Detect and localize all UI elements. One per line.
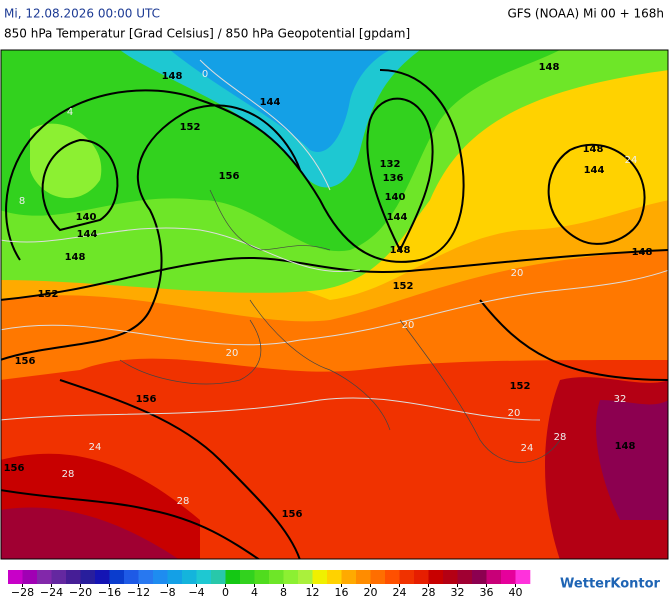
colorbar-swatch: [22, 570, 38, 584]
colorbar-label: 16: [335, 586, 349, 599]
temperature-label: 28: [177, 496, 190, 507]
contour-label: 144: [584, 165, 605, 176]
colorbar-swatch: [37, 570, 52, 584]
colorbar-label: −4: [188, 586, 204, 599]
contour-label: 136: [383, 173, 404, 184]
colorbar-swatch: [515, 570, 531, 584]
temperature-label: 4: [67, 107, 73, 118]
contour-label: 148: [539, 62, 560, 73]
colorbar-swatch: [269, 570, 284, 584]
contour-label: 148: [632, 247, 653, 258]
colorbar-swatch: [124, 570, 139, 584]
colorbar-label: 36: [480, 586, 494, 599]
contour-label: 156: [282, 509, 303, 520]
colorbar-swatch: [182, 570, 197, 584]
colorbar-swatch: [341, 570, 357, 584]
map: [0, 49, 669, 560]
colorbar-label: 8: [280, 586, 287, 599]
colorbar-label: 24: [393, 586, 407, 599]
colorbar-swatch: [501, 570, 516, 584]
contour-label: 144: [77, 229, 98, 240]
temperature-label: 24: [89, 442, 102, 453]
temperature-label: 20: [226, 348, 239, 359]
colorbar-swatch: [225, 570, 241, 584]
contour-label: 148: [583, 144, 604, 155]
contour-label: 140: [385, 192, 406, 203]
contour-label: 148: [390, 245, 411, 256]
colorbar-label: 20: [364, 586, 378, 599]
temperature-label: 20: [508, 408, 521, 419]
contour-label: 152: [38, 289, 59, 300]
colorbar-label: −16: [98, 586, 121, 599]
model-label: GFS (NOAA) Mi 00 + 168h: [507, 7, 664, 21]
colorbar-swatch: [370, 570, 386, 584]
contour-label: 148: [615, 441, 636, 452]
colorbar-swatch: [66, 570, 81, 584]
colorbar-swatch: [51, 570, 67, 584]
colorbar-swatch: [457, 570, 473, 584]
colorbar-swatch: [356, 570, 371, 584]
colorbar-swatch: [109, 570, 125, 584]
colorbar-label: −12: [127, 586, 150, 599]
colorbar-label: −24: [40, 586, 63, 599]
colorbar-swatch: [211, 570, 226, 584]
temperature-label: 20: [511, 268, 524, 279]
subtitle: 850 hPa Temperatur [Grad Celsius] / 850 …: [4, 27, 410, 41]
colorbar-swatch: [312, 570, 328, 584]
contour-label: 152: [180, 122, 201, 133]
contour-label: 140: [76, 212, 97, 223]
colorbar-swatch: [254, 570, 270, 584]
colorbar-label: 40: [509, 586, 523, 599]
colorbar-swatch: [428, 570, 444, 584]
colorbar-swatch: [153, 570, 168, 584]
colorbar-label: 32: [451, 586, 465, 599]
colorbar-swatch: [486, 570, 502, 584]
colorbar-label: 28: [422, 586, 436, 599]
colorbar: −28 −24 −20 −16 −12 −8 −4 0 4 8 12 16 20 24 28 32 36 40: [8, 570, 531, 599]
colorbar-swatch: [167, 570, 183, 584]
colorbar-swatch: [399, 570, 415, 584]
colorbar-label: 12: [306, 586, 320, 599]
temperature-label: 24: [521, 443, 534, 454]
colorbar-swatch: [443, 570, 458, 584]
logo: WetterKontor: [560, 577, 661, 592]
colorbar-swatch: [8, 570, 23, 584]
contour-label: 156: [4, 463, 25, 474]
colorbar-swatch: [385, 570, 400, 584]
colorbar-swatch: [298, 570, 313, 584]
contour-label: 156: [136, 394, 157, 405]
colorbar-swatch: [327, 570, 342, 584]
contour-label: 156: [219, 171, 240, 182]
contour-label: 152: [510, 381, 531, 392]
temperature-label: 8: [19, 196, 25, 207]
colorbar-label: −28: [11, 586, 34, 599]
temperature-label: 0: [202, 69, 208, 80]
contour-label: 148: [162, 71, 183, 82]
temperature-label: 28: [62, 469, 75, 480]
colorbar-label: 4: [251, 586, 258, 599]
colorbar-label: 0: [222, 586, 229, 599]
colorbar-swatch: [80, 570, 96, 584]
colorbar-swatch: [283, 570, 299, 584]
colorbar-swatch: [95, 570, 110, 584]
date-label: Mi, 12.08.2026 00:00 UTC: [4, 7, 160, 21]
colorbar-swatch: [138, 570, 154, 584]
colorbar-label: −8: [159, 586, 175, 599]
temperature-label: 24: [625, 155, 638, 166]
contour-label: 148: [65, 252, 86, 263]
colorbar-swatch: [240, 570, 255, 584]
contour-label: 132: [380, 159, 401, 170]
temperature-label: 32: [614, 394, 627, 405]
contour-label: 144: [260, 97, 281, 108]
temperature-label: 20: [402, 320, 415, 331]
colorbar-label: −20: [69, 586, 92, 599]
colorbar-swatch: [196, 570, 212, 584]
contour-label: 144: [387, 212, 408, 223]
contour-label: 152: [393, 281, 414, 292]
contour-label: 156: [15, 356, 36, 367]
colorbar-swatch: [472, 570, 487, 584]
colorbar-swatch: [414, 570, 429, 584]
temperature-label: 28: [554, 432, 567, 443]
